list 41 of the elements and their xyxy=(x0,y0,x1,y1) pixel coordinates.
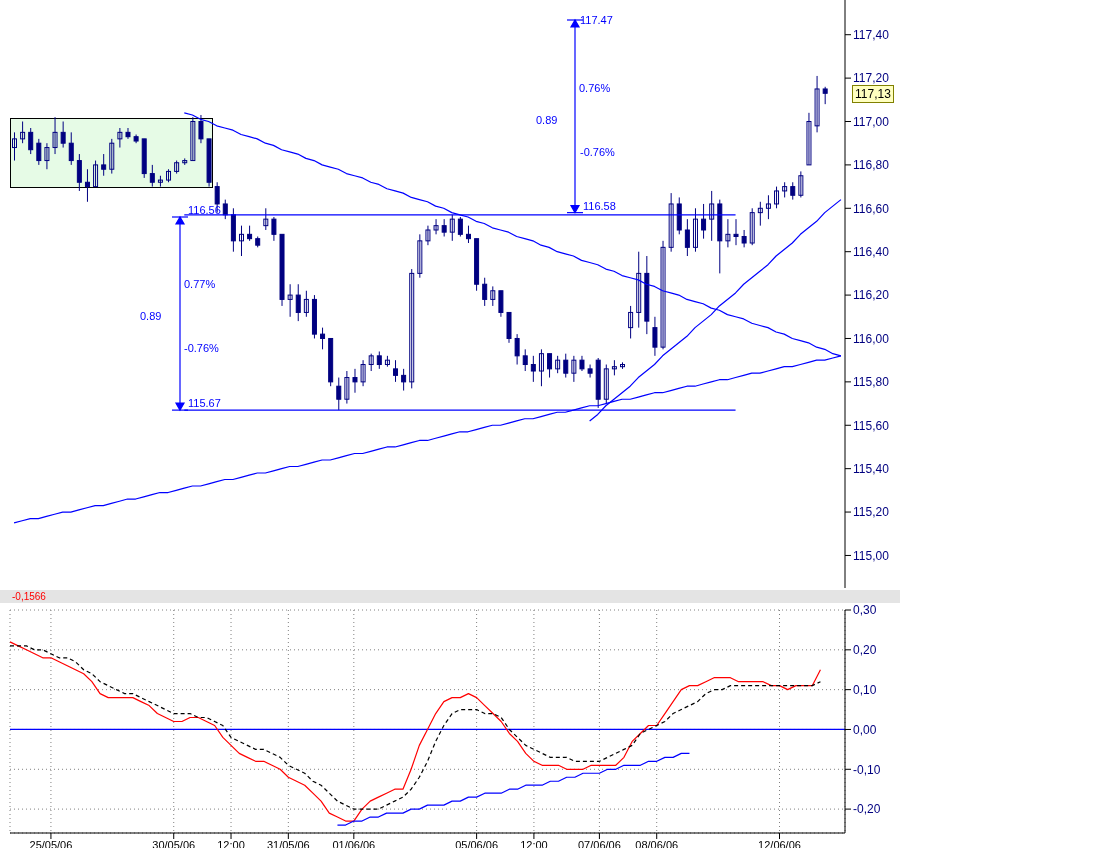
annotation: 117.47 xyxy=(580,13,613,28)
y-tick-label: 115,20 xyxy=(853,505,890,520)
y-tick-label: 116,20 xyxy=(853,288,890,303)
y-tick-label: 0,30 xyxy=(853,603,877,618)
y-tick-label: 115,40 xyxy=(853,461,890,476)
y-tick-label: 0,00 xyxy=(853,722,877,737)
text: 117,13 xyxy=(852,85,894,103)
y-tick-label: 117,20 xyxy=(853,71,890,86)
y-tick-label: 117,40 xyxy=(853,27,890,42)
y-tick-label: 116,00 xyxy=(853,331,890,346)
x-tick-label: 25/05/06 xyxy=(29,838,73,851)
y-tick-label: 0,20 xyxy=(853,643,877,658)
y-tick-label: -0,10 xyxy=(853,762,881,777)
annotation: 116.56 xyxy=(188,202,221,218)
annotation: -0.76% xyxy=(184,341,219,356)
annotation: 0.89 xyxy=(536,113,558,128)
y-tick-label: 115,80 xyxy=(853,375,890,390)
y-tick-label: 117,00 xyxy=(853,114,890,129)
x-tick-label: 12:00 xyxy=(520,838,548,851)
annotation: -0.76% xyxy=(580,145,615,160)
y-tick-label: 116,60 xyxy=(853,201,890,216)
annotation: 0.76% xyxy=(579,81,611,96)
annotation: 116.58 xyxy=(583,198,616,214)
text: -0,1566 xyxy=(12,591,46,602)
x-tick-label: 07/06/06 xyxy=(578,838,621,851)
annotation: 115.67 xyxy=(188,396,221,412)
y-tick-label: 116,40 xyxy=(853,244,890,259)
x-tick-label: 05/06/06 xyxy=(455,838,499,851)
x-tick-label: 31/05/06 xyxy=(266,838,310,851)
annotation: 0.77% xyxy=(184,277,216,292)
y-tick-label: 116,80 xyxy=(853,158,890,173)
y-tick-label: 115,60 xyxy=(853,418,890,433)
x-tick-label: 12:00 xyxy=(217,838,245,851)
y-tick-label: 0,10 xyxy=(853,682,877,697)
x-tick-label: 01/06/06 xyxy=(332,838,376,851)
x-tick-label: 30/05/06 xyxy=(152,838,196,851)
x-tick-label: 08/06/06 xyxy=(635,838,679,851)
x-tick-label: 12/06/06 xyxy=(758,838,801,851)
y-tick-label: 115,00 xyxy=(853,548,890,563)
annotation: 0.89 xyxy=(140,309,162,324)
y-tick-label: -0,20 xyxy=(853,802,881,817)
